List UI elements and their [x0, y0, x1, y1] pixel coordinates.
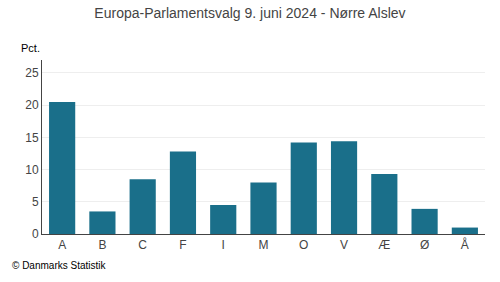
svg-text:I: I: [222, 238, 225, 252]
svg-text:F: F: [179, 238, 186, 252]
svg-text:© Danmarks Statistik: © Danmarks Statistik: [12, 260, 107, 271]
svg-text:10: 10: [25, 163, 39, 177]
svg-text:15: 15: [25, 131, 39, 145]
svg-text:Europa-Parlamentsvalg 9. juni: Europa-Parlamentsvalg 9. juni 2024 - Nør…: [94, 5, 405, 21]
svg-text:0: 0: [32, 227, 39, 241]
svg-text:O: O: [299, 238, 308, 252]
svg-text:20: 20: [25, 98, 39, 112]
svg-text:C: C: [138, 238, 147, 252]
svg-text:B: B: [98, 238, 106, 252]
svg-text:25: 25: [25, 66, 39, 80]
svg-text:A: A: [58, 238, 66, 252]
svg-text:Ø: Ø: [420, 238, 429, 252]
svg-text:V: V: [340, 238, 348, 252]
svg-text:Å: Å: [461, 237, 469, 252]
svg-text:M: M: [259, 238, 269, 252]
svg-text:5: 5: [32, 195, 39, 209]
svg-text:Æ: Æ: [378, 238, 390, 252]
svg-text:Pct.: Pct.: [21, 42, 40, 54]
